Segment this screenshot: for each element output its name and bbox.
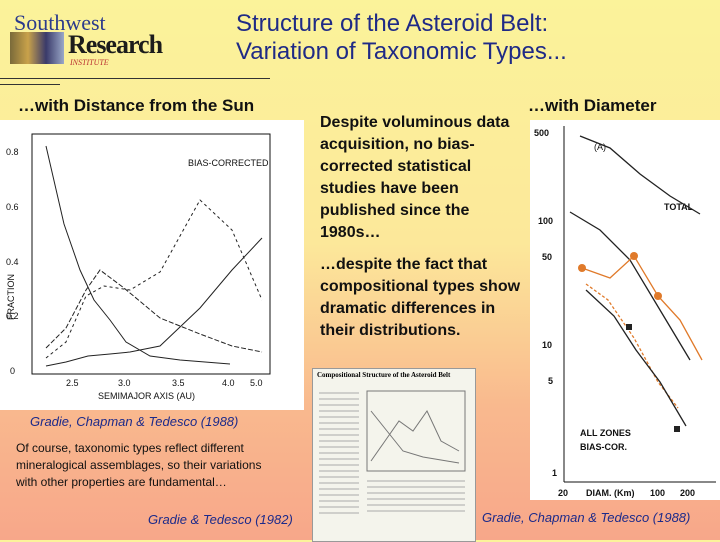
marker-f3 <box>654 292 662 300</box>
ytick-2: 0.4 <box>6 257 19 267</box>
series-all <box>579 135 701 215</box>
rtick-50: 50 <box>542 252 552 262</box>
rxtick-20: 20 <box>558 488 568 498</box>
left-plot-xlabel: SEMIMAJOR AXIS (AU) <box>98 391 195 401</box>
rtick-5: 5 <box>548 376 553 386</box>
label-total: TOTAL <box>664 202 694 212</box>
series-p <box>45 199 263 359</box>
xtick-4: 5.0 <box>250 378 263 388</box>
header-rule <box>0 78 270 79</box>
thumb-content <box>319 390 466 514</box>
rxtick-200: 200 <box>680 488 695 498</box>
rtick-1: 1 <box>552 468 557 478</box>
logo-line3: INSTITUTE <box>70 58 109 67</box>
label-bias-cor: BIAS-COR. <box>580 442 627 452</box>
left-citation: Gradie, Chapman & Tedesco (1988) <box>30 414 239 429</box>
left-plot: BIAS-CORRECTED FRACTION 0 0.2 0.4 0.6 0.… <box>6 133 271 401</box>
swri-logo: Southwest Research INSTITUTE <box>8 10 168 70</box>
left-plot-panel: BIAS-CORRECTED FRACTION 0 0.2 0.4 0.6 0.… <box>0 120 304 410</box>
header-rule-short <box>0 84 60 85</box>
center-text-1: Despite voluminous data acquisition, no … <box>320 114 510 241</box>
marker-f <box>578 264 586 272</box>
right-plot: 500 100 50 10 5 1 20 100 200 DIAM. (Km) … <box>534 126 716 498</box>
right-plot-xlabel: DIAM. (Km) <box>586 488 635 498</box>
logo-graphic <box>10 32 64 64</box>
title-line2: Variation of Taxonomic Types... <box>236 38 567 65</box>
xtick-2: 3.5 <box>172 378 185 388</box>
rtick-500: 500 <box>534 128 549 138</box>
note-text: Of course, taxonomic types reflect diffe… <box>16 441 262 489</box>
label-all-zones: ALL ZONES <box>580 428 631 438</box>
marker-m <box>626 324 632 330</box>
ytick-1: 0.2 <box>6 311 19 321</box>
logo-line2: Research <box>68 30 163 59</box>
marker-f2 <box>630 252 638 260</box>
rxtick-100: 100 <box>650 488 665 498</box>
note-citation: Gradie & Tedesco (1982) <box>148 512 293 527</box>
xtick-3: 4.0 <box>222 378 235 388</box>
series-orange <box>581 254 703 361</box>
rtick-100: 100 <box>538 216 553 226</box>
logo-line1: Southwest <box>14 10 106 35</box>
xtick-1: 3.0 <box>118 378 131 388</box>
thumb-title: Compositional Structure of the Asteroid … <box>317 371 451 379</box>
title-line1: Structure of the Asteroid Belt: <box>236 10 549 37</box>
left-heading: …with Distance from the Sun <box>18 96 255 115</box>
ytick-4: 0.8 <box>6 147 19 157</box>
right-citation: Gradie, Chapman & Tedesco (1988) <box>482 510 691 525</box>
right-heading: …with Diameter <box>528 96 657 115</box>
series-m <box>585 289 687 427</box>
slide-title: Structure of the Asteroid Belt: Variatio… <box>236 10 696 66</box>
series-c <box>45 269 263 353</box>
left-plot-ylabel: FRACTION <box>6 274 16 320</box>
rtick-10: 10 <box>542 340 552 350</box>
left-plot-label: BIAS-CORRECTED <box>188 158 269 168</box>
label-a: (A) <box>594 142 606 152</box>
ytick-0: 0 <box>10 366 15 376</box>
series-s <box>45 145 231 365</box>
center-text-2: …despite the fact that compositional typ… <box>320 256 521 339</box>
paper-thumbnail: Compositional Structure of the Asteroid … <box>312 368 476 542</box>
series-d <box>45 237 263 367</box>
right-plot-panel: 500 100 50 10 5 1 20 100 200 DIAM. (Km) … <box>530 120 720 500</box>
xtick-0: 2.5 <box>66 378 79 388</box>
ytick-3: 0.6 <box>6 202 19 212</box>
marker-m2 <box>674 426 680 432</box>
